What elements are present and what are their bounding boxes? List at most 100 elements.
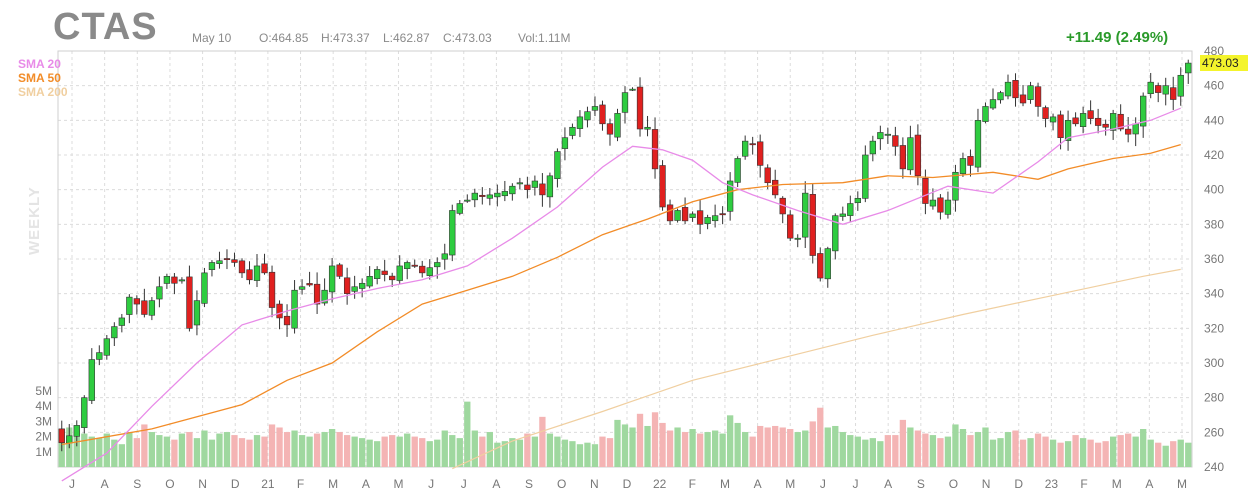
candle-down	[261, 263, 268, 274]
volume-bar	[313, 433, 321, 467]
time-tick-label: 23	[1045, 477, 1059, 491]
candle-up	[531, 180, 539, 188]
volume-bar	[742, 432, 749, 467]
volume-bar	[1094, 442, 1102, 467]
volume-bar	[779, 427, 786, 467]
candle-up	[494, 192, 501, 198]
time-tick-label: D	[1014, 477, 1023, 491]
candle-down	[381, 270, 388, 275]
volume-bar	[1027, 438, 1034, 467]
candle-up	[103, 338, 110, 356]
period-label: WEEKLY	[26, 186, 43, 255]
volume-bar	[456, 438, 463, 467]
volume-bar	[73, 430, 80, 467]
close-value: C:473.03	[443, 31, 492, 45]
candle-up	[1027, 85, 1034, 100]
candle-up	[509, 185, 516, 195]
candle-down	[1155, 85, 1162, 93]
volume-bar	[1049, 439, 1057, 467]
volume-bar	[111, 439, 118, 467]
volume-bar	[516, 439, 524, 467]
price-tick-label: 300	[1204, 356, 1224, 370]
candle-up	[366, 276, 373, 287]
candle-up	[148, 300, 156, 316]
volume-bar	[854, 436, 861, 467]
time-tick-label: S	[525, 477, 533, 491]
time-tick-label: D	[231, 477, 240, 491]
volume-bars	[58, 401, 1192, 467]
candle-up	[516, 182, 524, 185]
time-tick-label: A	[1145, 477, 1153, 491]
volume-bar	[298, 435, 306, 467]
volume-bar	[1042, 436, 1049, 467]
last-price-label: 473.03	[1200, 55, 1248, 71]
candle-up	[561, 137, 569, 149]
candle-down	[306, 283, 313, 286]
candle-up	[839, 213, 846, 217]
volume-bar	[1140, 429, 1147, 467]
time-tick-label: O	[557, 477, 566, 491]
volume-bar	[479, 436, 486, 467]
volume-bar	[997, 438, 1004, 467]
price-tick-label: 360	[1204, 252, 1224, 266]
volume-tick-label: 4M	[35, 399, 52, 413]
candle-down	[922, 177, 929, 204]
volume-bar	[576, 444, 584, 467]
volume-bar	[651, 412, 659, 467]
candle-up	[201, 272, 208, 304]
volume-bar	[501, 441, 508, 467]
candle-down	[1057, 114, 1064, 138]
candle-down	[1170, 87, 1177, 100]
candle-down	[666, 204, 674, 222]
volume-bar	[171, 439, 178, 467]
volume-bar	[711, 430, 719, 467]
candle-up	[554, 151, 561, 179]
candle-up	[726, 180, 734, 212]
volume-bar	[982, 427, 989, 467]
volume-bar	[606, 438, 614, 467]
candle-up	[584, 111, 591, 121]
candle-down	[1012, 80, 1019, 99]
candle-up	[1147, 81, 1154, 94]
volume-bar	[374, 441, 381, 467]
price-tick-label: 440	[1204, 113, 1224, 127]
candle-up	[111, 326, 118, 339]
time-tick-label: J	[69, 477, 75, 491]
volume-bar	[1057, 442, 1064, 467]
candle-down	[772, 179, 779, 196]
volume-bar	[389, 435, 396, 467]
candle-up	[1064, 120, 1072, 141]
volume-bar	[81, 433, 88, 467]
candle-down	[539, 183, 546, 196]
candle-up	[471, 192, 478, 201]
volume-bar	[1102, 441, 1109, 467]
volume-bar	[929, 435, 937, 467]
candle-down	[914, 134, 922, 177]
volume-bar	[824, 427, 831, 467]
time-tick-label: 22	[653, 477, 667, 491]
price-tick-label: 260	[1204, 425, 1224, 439]
volume-bar	[328, 429, 336, 467]
time-tick-label: N	[982, 477, 991, 491]
candle-up	[862, 154, 869, 199]
volume-bar	[614, 419, 621, 467]
volume-bar	[246, 439, 253, 467]
sma50-line	[61, 143, 1181, 446]
candle-down	[1094, 117, 1102, 126]
candle-down	[133, 298, 141, 305]
volume-bar	[343, 435, 351, 467]
time-tick-label: F	[689, 477, 696, 491]
candle-up	[253, 265, 261, 281]
volume-bar	[253, 435, 261, 467]
volume-tick-label: 1M	[35, 445, 52, 459]
volume-tick-label: 3M	[35, 414, 52, 428]
legend-sma50: SMA 50	[18, 71, 61, 85]
volume-bar	[494, 442, 501, 467]
candle-up	[802, 192, 809, 238]
candle-up	[997, 92, 1004, 101]
candle-down	[141, 300, 148, 315]
candle-down	[246, 269, 253, 281]
candle-down	[1019, 94, 1027, 104]
candle-up	[441, 253, 448, 260]
